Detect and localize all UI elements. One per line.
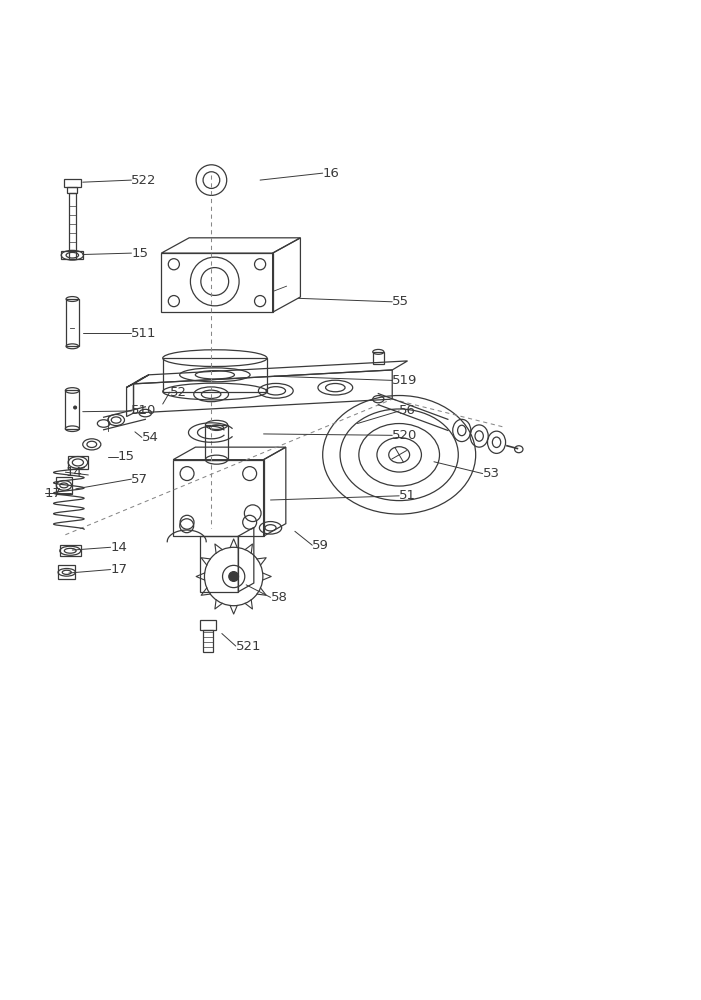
Text: 510: 510 <box>131 404 157 417</box>
Text: 521: 521 <box>236 640 261 653</box>
Text: 14: 14 <box>65 466 82 479</box>
Text: 59: 59 <box>312 539 329 552</box>
Text: 17: 17 <box>44 487 62 500</box>
Text: 511: 511 <box>131 327 157 340</box>
Text: 56: 56 <box>399 404 416 417</box>
Text: 522: 522 <box>131 174 157 187</box>
Text: 14: 14 <box>111 541 128 554</box>
Text: 53: 53 <box>482 467 500 480</box>
Text: 55: 55 <box>393 295 409 308</box>
Text: 520: 520 <box>393 429 418 442</box>
Text: 15: 15 <box>131 247 149 260</box>
Circle shape <box>74 406 76 409</box>
Text: 16: 16 <box>322 167 339 180</box>
Circle shape <box>229 572 238 581</box>
Text: 54: 54 <box>142 431 158 444</box>
Text: 58: 58 <box>271 591 287 604</box>
Text: 51: 51 <box>399 489 416 502</box>
Text: 57: 57 <box>131 473 149 486</box>
Text: 15: 15 <box>118 450 135 463</box>
Text: 519: 519 <box>393 374 418 387</box>
Text: 17: 17 <box>111 563 128 576</box>
Text: 52: 52 <box>170 386 186 399</box>
